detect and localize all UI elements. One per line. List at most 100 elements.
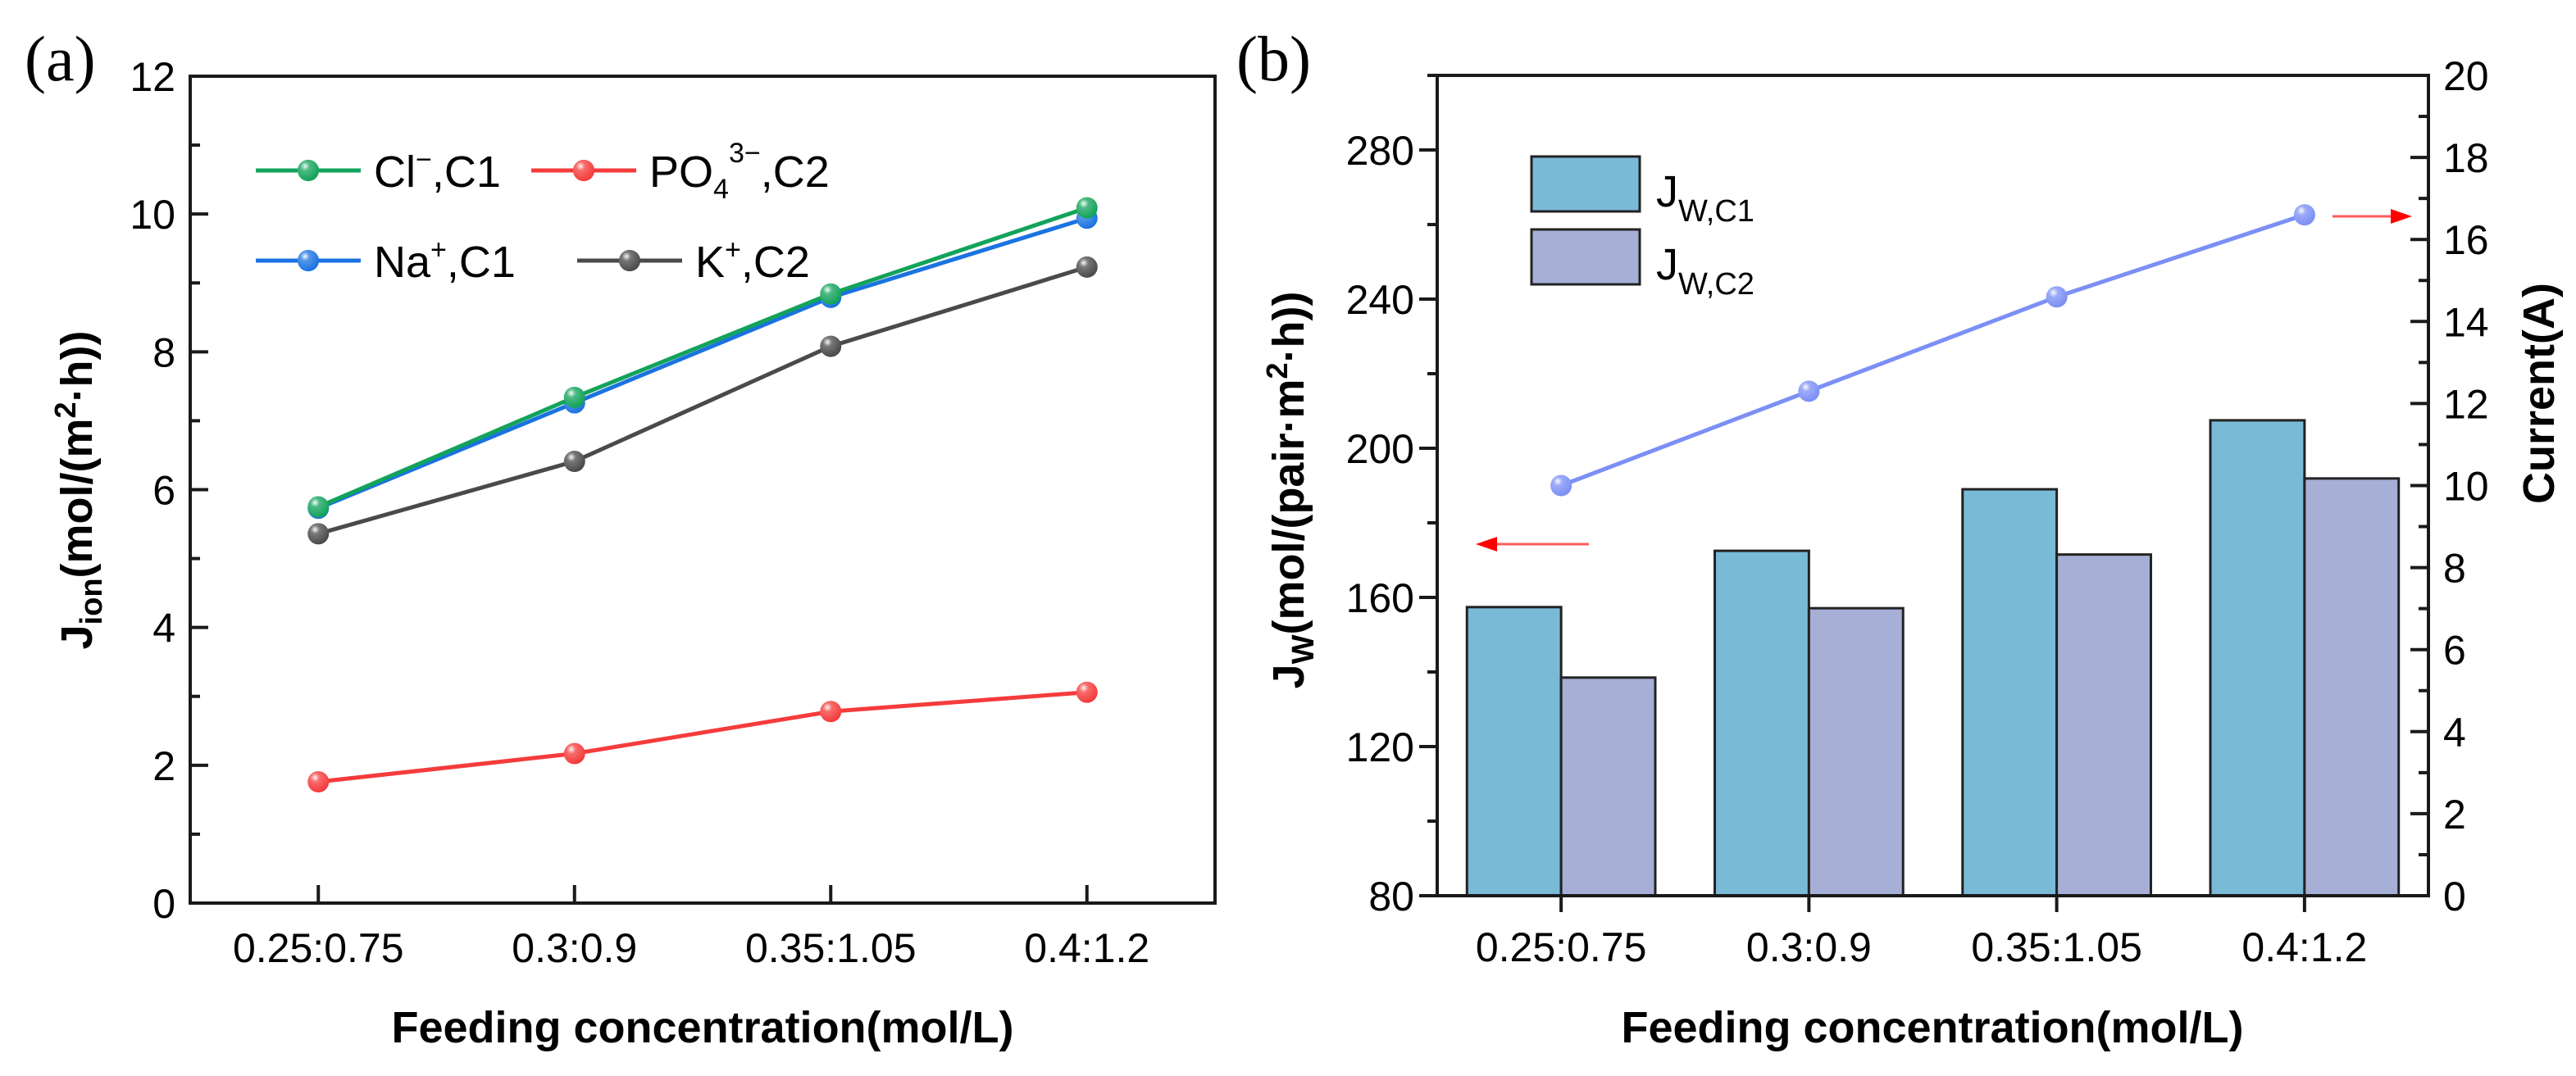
b-current-point bbox=[1550, 474, 1572, 497]
b-bar-c1 bbox=[2209, 419, 2306, 897]
a-legend-marker-ball-shine bbox=[298, 160, 319, 181]
b-current-line bbox=[1560, 212, 2305, 488]
a-data-point bbox=[563, 742, 585, 765]
b-y2-tick-label: 18 bbox=[2443, 135, 2489, 181]
b-y2-tick-label: 10 bbox=[2443, 464, 2489, 510]
b-current-point bbox=[2046, 286, 2068, 308]
b-y2-tick-label: 14 bbox=[2443, 299, 2489, 345]
a-x-axis-title: Feeding concentration(mol/L) bbox=[391, 1003, 1013, 1052]
b-y-tick-label: 200 bbox=[1346, 426, 1414, 472]
a-legend-marker-ball bbox=[298, 160, 319, 181]
a-legend: Cl−,C1 PO43−,C2 Na+,C1 bbox=[256, 138, 830, 287]
a-legend-marker-ball-shine bbox=[298, 250, 319, 271]
b-y2-tick-label: 12 bbox=[2443, 381, 2489, 427]
a-legend-item-k: K+,C2 bbox=[577, 234, 810, 287]
a-legend-item-cl: Cl−,C1 bbox=[256, 144, 501, 197]
a-data-point-shine bbox=[820, 335, 842, 357]
b-y2-axis-title: Current(A) bbox=[2515, 283, 2564, 504]
a-y-tick-label: 0 bbox=[152, 881, 175, 927]
b-y2-tick-label: 4 bbox=[2443, 710, 2466, 756]
b-legend: JW,C1 JW,C2 bbox=[1530, 155, 1755, 302]
b-x-tick-label: 0.25:0.75 bbox=[1476, 924, 1647, 970]
a-x-tick-label: 0.35:1.05 bbox=[745, 925, 917, 971]
b-bar-c2 bbox=[1807, 606, 1905, 897]
b-y-tick-label: 240 bbox=[1346, 277, 1414, 323]
a-y-axis-title: Jion(mol/(m2·h)) bbox=[48, 331, 109, 650]
b-legend-label-c2: JW,C2 bbox=[1656, 240, 1755, 302]
b-current-point-shine bbox=[2293, 204, 2315, 226]
a-series-line-3 bbox=[317, 265, 1088, 536]
a-data-point-shine bbox=[563, 451, 585, 473]
a-x-tick-label: 0.3:0.9 bbox=[512, 925, 637, 971]
a-series-line-2 bbox=[317, 216, 1088, 511]
b-y2-tick-label: 20 bbox=[2443, 53, 2489, 99]
a-y-tick-label: 8 bbox=[152, 329, 175, 375]
right-axis-arrow bbox=[2333, 209, 2412, 224]
a-legend-marker-ball bbox=[619, 250, 640, 271]
b-legend-item-c2: JW,C2 bbox=[1530, 228, 1755, 302]
a-y-axis-ticks: 0 2 4 6 8 10 12 bbox=[130, 54, 208, 927]
b-plot-frame bbox=[1436, 74, 2430, 897]
panel-a-line-chart: 0 2 4 6 8 10 12 0.25:0.75 0.3:0.9 0.35:1.05 0.4:1… bbox=[48, 54, 1217, 1052]
a-data-point-shine bbox=[1076, 197, 1098, 219]
a-data-point-shine bbox=[820, 283, 842, 305]
b-right-y-axis-ticks: 0 2 4 6 8 10 12 14 16 18 20 bbox=[2410, 53, 2489, 919]
b-x-tick-label: 0.35:1.05 bbox=[1971, 924, 2142, 970]
b-y-tick-label: 80 bbox=[1368, 874, 1414, 919]
a-data-point-shine bbox=[563, 386, 585, 408]
b-y2-tick-label: 8 bbox=[2443, 546, 2466, 592]
a-legend-marker-ball-shine bbox=[619, 250, 640, 271]
a-data-point bbox=[307, 771, 330, 793]
b-legend-label-c1: JW,C1 bbox=[1656, 167, 1755, 229]
b-x-tick-label: 0.3:0.9 bbox=[1746, 924, 1872, 970]
a-data-point-shine bbox=[1076, 681, 1098, 703]
a-legend-marker-ball bbox=[573, 160, 594, 181]
a-y-tick-label: 10 bbox=[130, 192, 175, 238]
b-current-point-shine bbox=[1798, 380, 1820, 402]
a-data-point-shine bbox=[563, 742, 585, 765]
a-y-tick-label: 12 bbox=[130, 54, 175, 100]
b-current-point bbox=[2293, 204, 2315, 226]
b-left-y-axis-ticks: 80 120 160 200 240 280 bbox=[1346, 74, 1437, 919]
a-data-point-shine bbox=[307, 496, 330, 518]
b-current-point bbox=[1798, 380, 1820, 402]
a-data-point bbox=[563, 386, 585, 408]
b-current-point-shine bbox=[1550, 474, 1572, 497]
a-x-tick-label: 0.25:0.75 bbox=[233, 925, 404, 971]
a-legend-item-na: Na+,C1 bbox=[256, 234, 516, 287]
a-legend-marker-ball-shine bbox=[573, 160, 594, 181]
b-x-axis-title: Feeding concentration(mol/L) bbox=[1621, 1003, 2243, 1052]
b-y2-tick-label: 2 bbox=[2443, 792, 2466, 838]
a-y-tick-label: 2 bbox=[152, 743, 175, 789]
a-y-tick-label: 6 bbox=[152, 468, 175, 514]
a-data-point bbox=[820, 701, 842, 723]
b-bar-c1 bbox=[1465, 606, 1563, 897]
b-bar-c2 bbox=[2055, 553, 2152, 897]
a-data-point bbox=[307, 523, 330, 545]
a-series-line-0 bbox=[317, 206, 1088, 509]
a-data-point bbox=[307, 496, 330, 518]
a-legend-label-cl: Cl−,C1 bbox=[374, 144, 501, 197]
a-data-point-shine bbox=[307, 771, 330, 793]
a-legend-label-po4: PO43−,C2 bbox=[649, 138, 830, 205]
a-data-point bbox=[1076, 681, 1098, 703]
a-legend-marker-ball bbox=[298, 250, 319, 271]
b-x-axis-ticks: 0.25:0.75 0.3:0.9 0.35:1.05 0.4:1.2 bbox=[1476, 896, 2367, 970]
panel-b-label: (b) bbox=[1236, 23, 1311, 94]
b-legend-swatch-c1 bbox=[1530, 155, 1641, 213]
b-bars-group bbox=[1465, 419, 2401, 897]
a-data-point bbox=[1076, 256, 1098, 278]
a-y-tick-label: 4 bbox=[152, 606, 175, 652]
b-y-axis-title: JW(mol/(pair·m2·h)) bbox=[1260, 292, 1321, 689]
a-data-point bbox=[563, 451, 585, 473]
b-y-tick-label: 160 bbox=[1346, 575, 1414, 621]
a-legend-label-k: K+,C2 bbox=[695, 234, 810, 287]
a-legend-item-po4: PO43−,C2 bbox=[531, 138, 830, 205]
a-plot-frame bbox=[189, 75, 1217, 905]
left-axis-arrow bbox=[1476, 537, 1589, 552]
b-y-tick-label: 120 bbox=[1346, 724, 1414, 770]
b-bar-c2 bbox=[1559, 676, 1657, 897]
a-data-point bbox=[820, 283, 842, 305]
b-bar-c2 bbox=[2303, 477, 2401, 897]
